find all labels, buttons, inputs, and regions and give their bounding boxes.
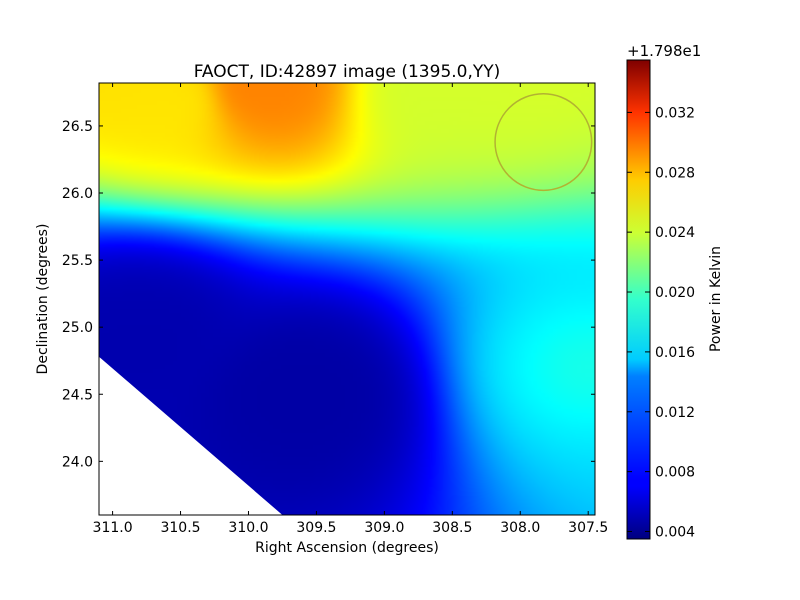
y-tick-label: 25.0: [62, 320, 93, 336]
y-axis-label: Declination (degrees): [35, 224, 51, 375]
x-tick-label: 309.0: [364, 520, 404, 536]
y-tick-label: 26.5: [62, 119, 93, 135]
x-tick-label: 308.0: [500, 520, 540, 536]
colorbar-offset-label: +1.798e1: [627, 42, 701, 60]
y-tick-label: 25.5: [62, 253, 93, 269]
colorbar-tick-label: 0.008: [655, 465, 695, 481]
x-tick-label: 308.5: [432, 520, 472, 536]
plot-area: [99, 83, 595, 515]
colorbar-tick-label: 0.032: [655, 105, 695, 121]
x-tick-label: 310.0: [228, 520, 268, 536]
x-tick-label: 307.5: [568, 520, 608, 536]
x-axis-label: Right Ascension (degrees): [255, 540, 439, 556]
x-tick-label: 309.5: [296, 520, 336, 536]
colorbar-tick-label: 0.016: [655, 345, 695, 361]
x-tick-label: 311.0: [93, 520, 133, 536]
colorbar-tick-label: 0.004: [655, 525, 695, 541]
colorbar-tick-label: 0.012: [655, 405, 695, 421]
x-tick-label: 310.5: [160, 520, 200, 536]
axes-frame: [98, 82, 596, 516]
colorbar-tick-label: 0.020: [655, 285, 695, 301]
no-data-region: [99, 356, 283, 515]
colorbar-ticks: 0.004 0.008 0.012 0.016 0.020 0.024 0.028 0.032: [627, 105, 695, 541]
chart-title: FAOCT, ID:42897 image (1395.0,YY): [194, 62, 501, 82]
y-tick-label: 24.5: [62, 387, 93, 403]
beam-circle: [494, 92, 593, 192]
colorbar-label: Power in Kelvin: [708, 246, 724, 352]
y-axis-ticks: 24.0 24.5 25.0 25.5 26.0 26.5: [62, 119, 595, 470]
colorbar-tick-label: 0.024: [655, 225, 695, 241]
y-tick-label: 24.0: [62, 454, 93, 470]
y-tick-label: 26.0: [62, 186, 93, 202]
colorbar-tick-label: 0.028: [655, 165, 695, 181]
x-axis-ticks: 311.0 310.5 310.0 309.5 309.0 308.5 308.0 307.5: [93, 83, 608, 536]
colorbar: [626, 59, 651, 540]
